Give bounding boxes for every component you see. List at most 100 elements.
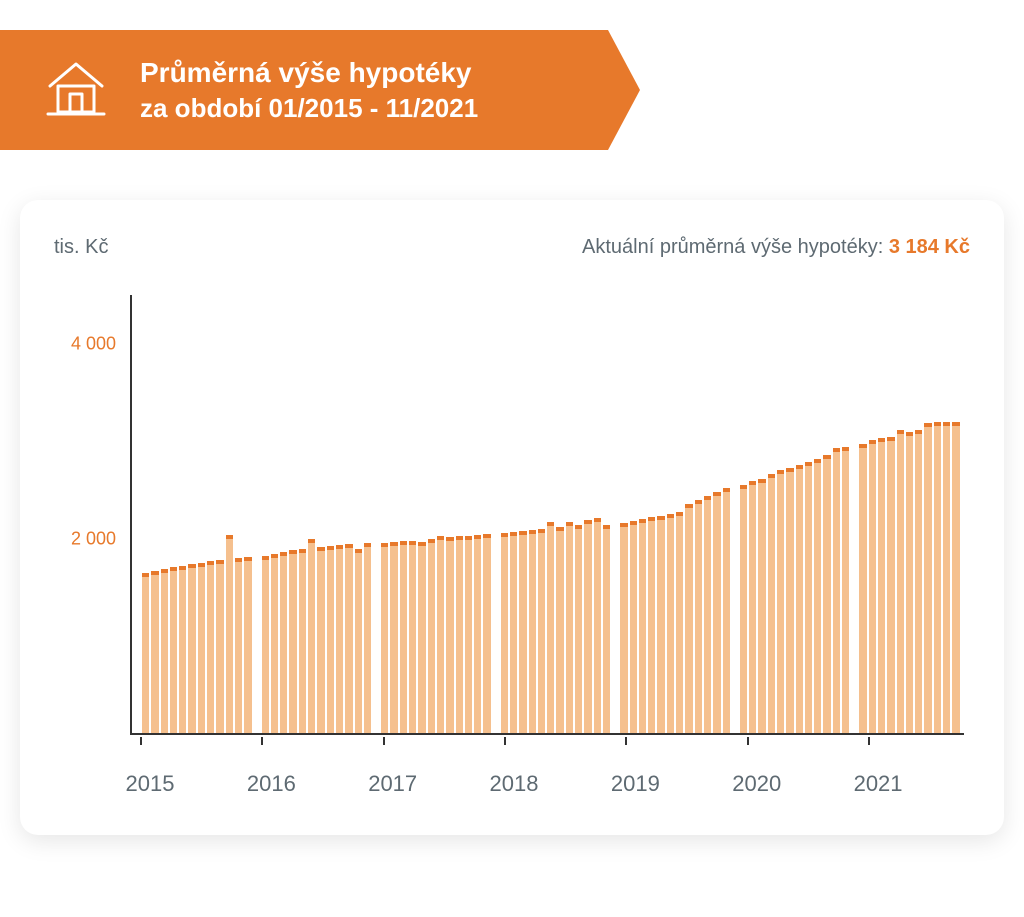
bar [575, 525, 582, 733]
bar [547, 522, 554, 733]
bar [695, 500, 702, 733]
bar [198, 563, 205, 733]
bar [685, 504, 692, 733]
chart-area: 2 0004 000 2015201620172018201920202021 [54, 285, 970, 805]
bar [381, 543, 388, 733]
bar [859, 444, 866, 733]
bar [289, 550, 296, 733]
bar [529, 530, 536, 733]
bar [280, 552, 287, 733]
bar [409, 541, 416, 733]
bar [262, 556, 269, 733]
x-tick-label: 2019 [611, 771, 660, 797]
bar [538, 529, 545, 733]
bar [740, 485, 747, 733]
bar [924, 423, 931, 733]
bar [814, 459, 821, 733]
bar [188, 564, 195, 733]
bar [594, 518, 601, 733]
bar [648, 517, 655, 733]
bar [878, 438, 885, 733]
bar [418, 542, 425, 733]
y-axis-unit: tis. Kč [54, 236, 108, 259]
bar [510, 532, 517, 733]
header-title: Průměrná výše hypotéky [140, 54, 478, 92]
plot-area [130, 295, 964, 735]
x-tick-label: 2016 [247, 771, 296, 797]
bar [676, 512, 683, 733]
bar [437, 536, 444, 734]
bar [777, 470, 784, 733]
bar [483, 534, 490, 733]
bar [704, 496, 711, 733]
bar [897, 430, 904, 733]
bar [842, 447, 849, 733]
bar [749, 481, 756, 733]
bar [390, 542, 397, 733]
bar [456, 536, 463, 733]
bar [235, 558, 242, 733]
bar [556, 527, 563, 733]
bar [446, 537, 453, 733]
bar [603, 525, 610, 733]
bar [869, 440, 876, 733]
header-text: Průměrná výše hypotéky za období 01/2015… [140, 54, 478, 127]
chart-top-row: tis. Kč Aktuální průměrná výše hypotéky:… [54, 236, 970, 259]
bar [823, 455, 830, 733]
bar [723, 488, 730, 733]
bar [667, 514, 674, 733]
bar [355, 549, 362, 733]
x-tick [868, 737, 870, 745]
bar [161, 569, 168, 733]
bar [630, 521, 637, 733]
x-tick [747, 737, 749, 745]
bar [915, 430, 922, 733]
x-tick-label: 2021 [854, 771, 903, 797]
bar [317, 547, 324, 733]
current-value-label: Aktuální průměrná výše hypotéky: [582, 236, 883, 258]
bar [226, 535, 233, 733]
bar [952, 422, 959, 733]
bar [657, 516, 664, 733]
x-tick-label: 2017 [368, 771, 417, 797]
x-tick [625, 737, 627, 745]
bar [207, 561, 214, 733]
x-tick [383, 737, 385, 745]
bar [216, 560, 223, 733]
bar [179, 566, 186, 733]
x-tick-label: 2015 [126, 771, 175, 797]
bar [308, 539, 315, 733]
bar [796, 465, 803, 733]
bar [768, 474, 775, 733]
bar [428, 539, 435, 733]
bar [519, 531, 526, 733]
bar [501, 533, 508, 733]
bar [758, 479, 765, 733]
bar [639, 519, 646, 733]
bar [474, 535, 481, 733]
y-tick-label: 2 000 [54, 529, 116, 550]
x-axis: 2015201620172018201920202021 [130, 745, 964, 805]
house-icon [40, 52, 112, 129]
title-banner: Průměrná výše hypotéky za období 01/2015… [0, 30, 640, 150]
bar [299, 549, 306, 733]
header-subtitle: za období 01/2015 - 11/2021 [140, 91, 478, 126]
bar [584, 520, 591, 733]
y-tick-label: 4 000 [54, 333, 116, 354]
current-value-wrap: Aktuální průměrná výše hypotéky: 3 184 K… [582, 236, 970, 259]
bar [345, 544, 352, 733]
bar [943, 422, 950, 733]
bar [833, 448, 840, 733]
current-value: 3 184 Kč [889, 236, 970, 258]
x-tick-label: 2020 [732, 771, 781, 797]
bar [887, 437, 894, 733]
bar [934, 422, 941, 733]
bars-container [142, 295, 960, 733]
bar [271, 554, 278, 733]
bar [336, 545, 343, 733]
bar [400, 541, 407, 733]
x-tick [504, 737, 506, 745]
bar [713, 492, 720, 734]
chart-card: tis. Kč Aktuální průměrná výše hypotéky:… [20, 200, 1004, 835]
bar [906, 432, 913, 733]
